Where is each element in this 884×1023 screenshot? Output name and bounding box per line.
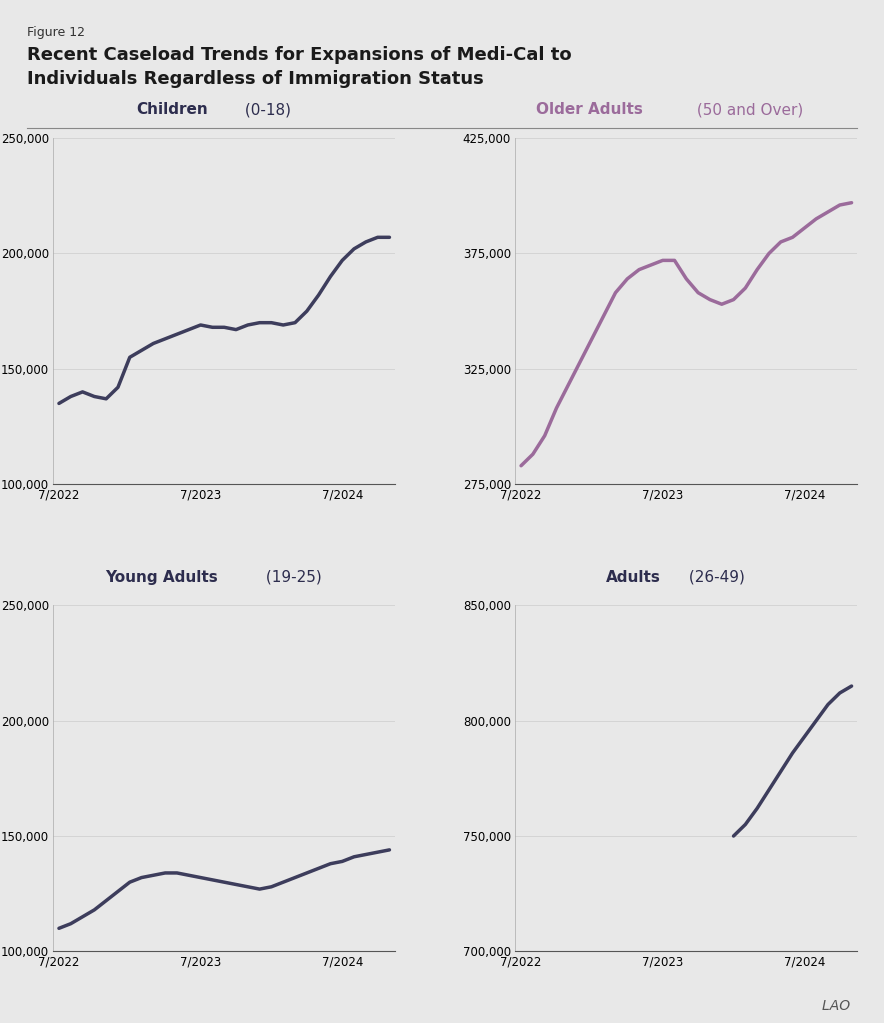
Text: Young Adults: Young Adults xyxy=(105,570,217,584)
Text: Figure 12: Figure 12 xyxy=(27,26,85,39)
Text: (19-25): (19-25) xyxy=(261,570,322,584)
Text: Adults: Adults xyxy=(606,570,661,584)
Text: (0-18): (0-18) xyxy=(240,102,292,118)
Text: (50 and Over): (50 and Over) xyxy=(692,102,804,118)
Text: (26-49): (26-49) xyxy=(684,570,745,584)
Text: Children: Children xyxy=(136,102,208,118)
Text: LAO: LAO xyxy=(822,998,857,1013)
Text: Older Adults: Older Adults xyxy=(537,102,644,118)
Text: Recent Caseload Trends for Expansions of Medi-Cal to
Individuals Regardless of I: Recent Caseload Trends for Expansions of… xyxy=(27,46,571,88)
